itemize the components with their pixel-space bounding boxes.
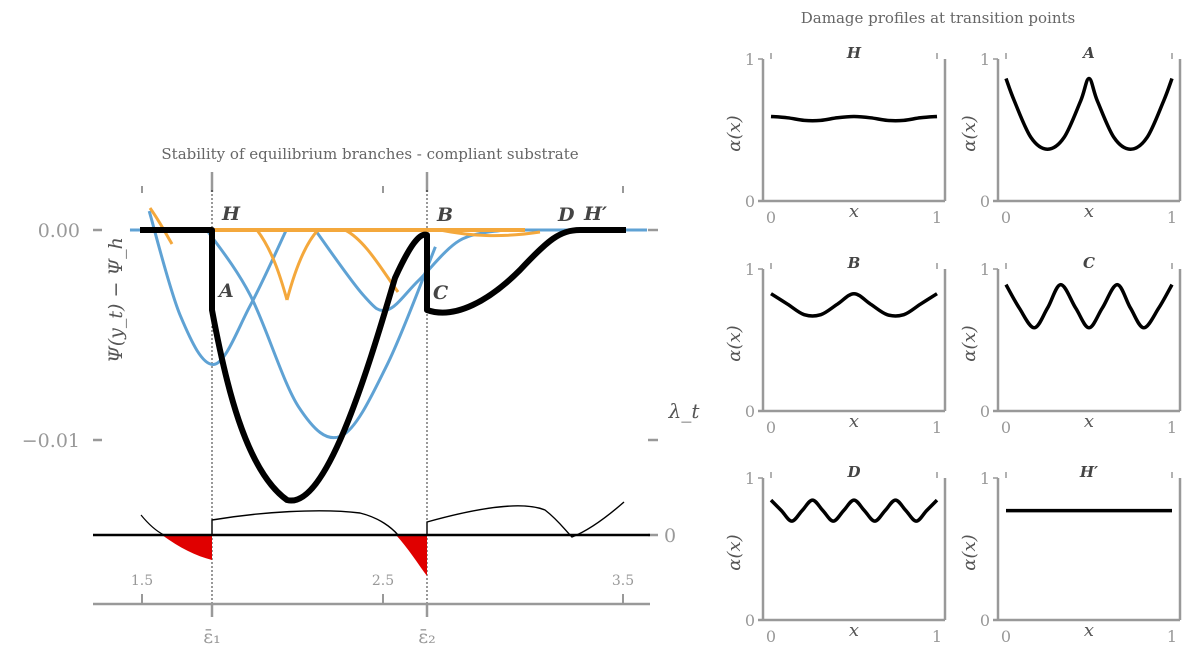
transition-label-4: D <box>557 204 575 226</box>
main-chart-title: Stability of equilibrium branches - comp… <box>161 145 578 163</box>
y-tick-label-0: 0.00 <box>38 220 80 242</box>
unstable-branch-b <box>285 228 320 301</box>
unstable-branch-e <box>439 228 541 238</box>
profile-3-ytick-label-0: 0 <box>980 402 990 421</box>
profile-2-ytick-label-1: 1 <box>745 260 755 279</box>
profile-panel-5: H′ 1 00 1 x α(x) <box>959 463 1182 646</box>
x-tick-label-2-5: 2.5 <box>372 573 394 589</box>
profile-5-xlabel: x <box>1084 620 1094 641</box>
profile-2-xlabel: x <box>849 411 859 432</box>
profile-2-ytick-label-0: 0 <box>745 402 755 421</box>
eigenvalue-trace-0 <box>140 514 165 536</box>
x-tick-label-3-5: 3.5 <box>612 573 634 589</box>
profile-3-ylabel: α(x) <box>959 325 980 361</box>
negative-eigenvalue-area-1 <box>162 535 212 560</box>
y-tick-label-neg: −0.01 <box>22 430 80 452</box>
energy-path <box>140 227 626 504</box>
x-tick-label-eps2: ε̄₂ <box>418 626 435 648</box>
transition-label-2: B <box>436 204 453 226</box>
profile-0-title: H <box>846 44 862 62</box>
transition-label-5: H′ <box>583 203 607 225</box>
main-y-label: Ψ(y_t) − Ψ_h <box>105 237 127 363</box>
unstable-branch-a <box>255 229 289 301</box>
profile-1-xtick-label-0: 0 <box>1001 208 1011 227</box>
eigenvalue-trace-1 <box>211 510 399 536</box>
profile-1-ytick-label-0: 0 <box>980 192 990 211</box>
profile-panel-4: D 1 00 1 x α(x) <box>724 463 947 646</box>
profile-3-ytick-label-1: 1 <box>980 260 990 279</box>
profile-4-curve <box>769 498 939 523</box>
profile-1-ytick-label-1: 1 <box>980 50 990 69</box>
profile-2-curve <box>770 291 938 318</box>
profile-3-xtick-label-1: 1 <box>1167 418 1177 437</box>
profile-4-ylabel: α(x) <box>724 534 745 570</box>
main-y2-label: λ_t <box>668 399 701 423</box>
profile-4-xtick-label-1: 1 <box>932 627 942 646</box>
profile-panel-1: A 1 00 1 x α(x) <box>959 44 1182 227</box>
profile-5-title: H′ <box>1079 463 1098 481</box>
profile-4-ytick-label-0: 0 <box>745 611 755 630</box>
profile-2-title: B <box>847 254 861 272</box>
profile-3-xlabel: x <box>1084 411 1094 432</box>
branch-3 <box>313 228 504 312</box>
main-chart: 0.00 −0.01 Ψ(y_t) − Ψ_h 0 1.5 2.5 3.5 ε̄₁ ε̄₂ H A B… <box>22 172 676 648</box>
profile-0-curve <box>770 114 938 123</box>
profile-0-xtick-label-1: 1 <box>932 208 942 227</box>
profile-2-ylabel: α(x) <box>724 325 745 361</box>
branch-1 <box>147 210 288 366</box>
profile-panel-2: B 1 00 1 x α(x) <box>724 254 947 437</box>
profile-4-ytick-label-1: 1 <box>745 469 755 488</box>
eigenvalue-trace-2 <box>426 501 625 538</box>
profile-3-xtick-label-0: 0 <box>1001 418 1011 437</box>
transition-label-1: A <box>217 280 234 302</box>
x-tick-label-1-5: 1.5 <box>131 573 153 589</box>
transition-label-0: H <box>221 203 241 225</box>
profile-1-ylabel: α(x) <box>959 115 980 151</box>
profile-0-xlabel: x <box>849 201 859 222</box>
profile-panel-3: C 1 00 1 x α(x) <box>959 254 1182 437</box>
profile-0-xtick-label-0: 0 <box>766 208 776 227</box>
y2-tick-label-0: 0 <box>664 525 676 547</box>
negative-eigenvalue-area-2 <box>396 535 427 576</box>
profile-2-xtick-label-1: 1 <box>932 418 942 437</box>
profile-4-xlabel: x <box>849 620 859 641</box>
profile-4-title: D <box>846 463 860 481</box>
profile-3-title: C <box>1083 254 1095 272</box>
profile-1-curve <box>1004 76 1174 151</box>
profile-4-xtick-label-0: 0 <box>766 627 776 646</box>
profile-5-ytick-label-0: 0 <box>980 611 990 630</box>
profile-1-title: A <box>1081 44 1095 62</box>
profile-5-xtick-label-0: 0 <box>1001 627 1011 646</box>
profile-1-xlabel: x <box>1084 201 1094 222</box>
profile-0-ylabel: α(x) <box>724 115 745 151</box>
profile-5-ytick-label-1: 1 <box>980 469 990 488</box>
profile-2-xtick-label-0: 0 <box>766 418 776 437</box>
profile-3-curve <box>1004 282 1174 330</box>
profile-1-xtick-label-1: 1 <box>1167 208 1177 227</box>
transition-label-3: C <box>433 282 448 304</box>
profiles-suptitle: Damage profiles at transition points <box>801 9 1075 27</box>
branch-2 <box>205 229 437 440</box>
profile-0-ytick-label-1: 1 <box>745 50 755 69</box>
profile-0-ytick-label-0: 0 <box>745 192 755 211</box>
profile-5-ylabel: α(x) <box>959 534 980 570</box>
profile-panel-0: H 1 00 1 x α(x) <box>724 44 947 227</box>
x-tick-label-eps1: ε̄₁ <box>203 626 220 648</box>
profile-5-xtick-label-1: 1 <box>1167 627 1177 646</box>
